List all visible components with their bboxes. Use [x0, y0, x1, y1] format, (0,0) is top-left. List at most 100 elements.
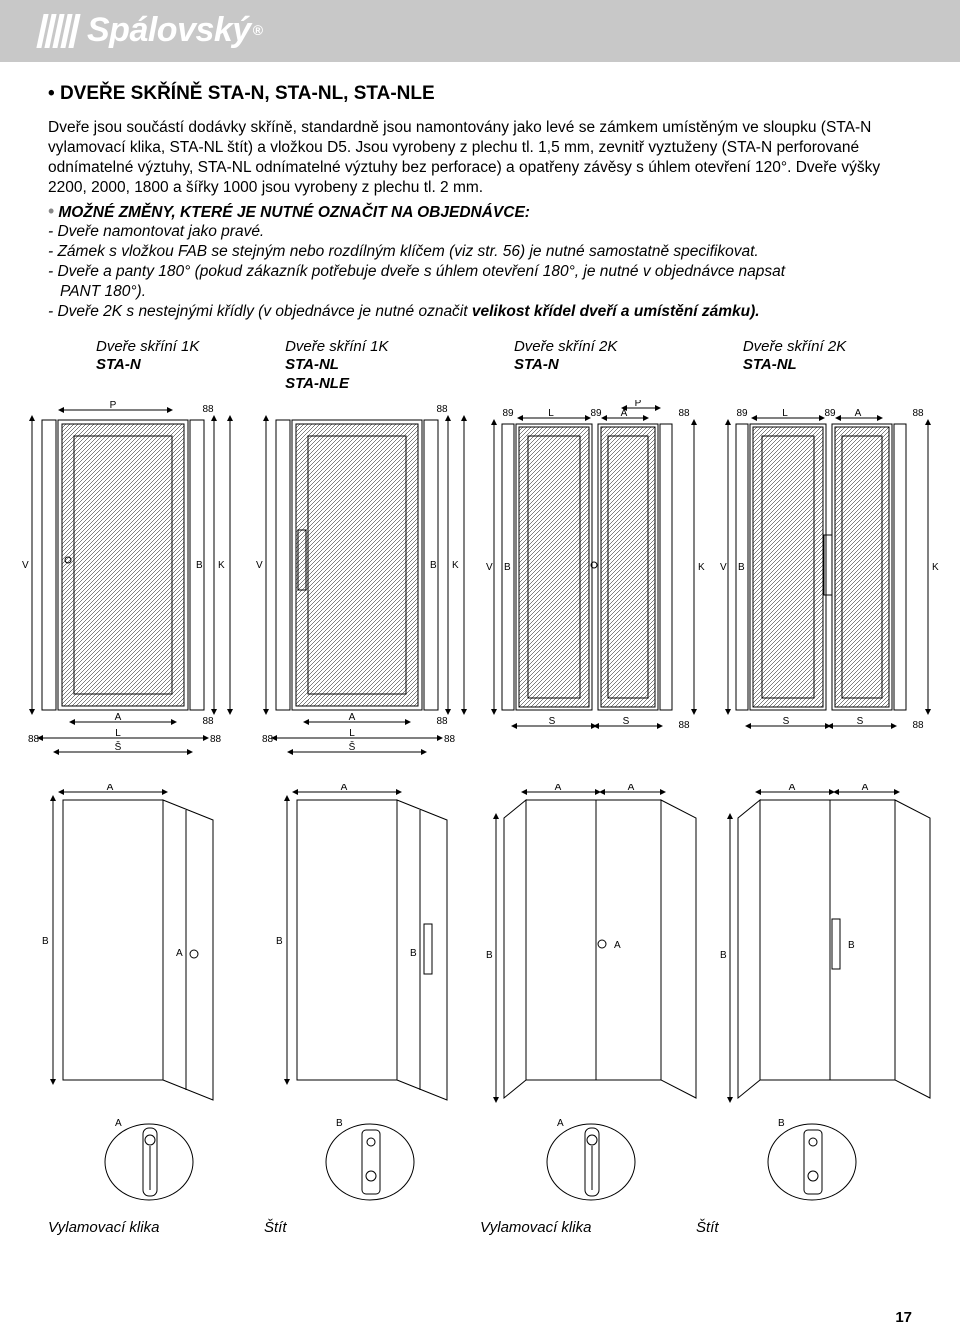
- svg-text:89: 89: [590, 408, 602, 419]
- caption: Vylamovací klika: [48, 1218, 264, 1237]
- svg-text:S: S: [549, 716, 556, 727]
- svg-text:A: A: [862, 784, 869, 793]
- list-item-text: - Dveře 2K s nestejnými křídly (v objedn…: [48, 303, 472, 320]
- diagram-2k-stan: P 89 L 89 A 88 V B K S: [486, 400, 716, 760]
- svg-text:P: P: [110, 400, 117, 411]
- iso-1k-stan: A A B: [18, 784, 248, 1104]
- diagram-2k-stanl: 89 L 89 A 88 V B K S S 88: [720, 400, 950, 760]
- body-content: DVEŘE SKŘÍNĚ STA-N, STA-NL, STA-NLE Dveř…: [0, 62, 960, 394]
- col-model: STA-NL: [743, 356, 797, 373]
- diagram-row-2: A A B A B B A A: [0, 784, 960, 1104]
- svg-text:A: A: [555, 784, 562, 793]
- svg-text:88: 88: [210, 734, 222, 745]
- handle-klika-a2: A: [482, 1112, 699, 1212]
- svg-text:B: B: [42, 936, 49, 947]
- svg-text:S: S: [623, 716, 630, 727]
- col-label: Dveře skříní 1K STA-N: [96, 338, 285, 394]
- svg-text:88: 88: [678, 408, 690, 419]
- svg-text:B: B: [276, 936, 283, 947]
- svg-text:A: A: [789, 784, 796, 793]
- svg-text:88: 88: [912, 408, 924, 419]
- svg-text:A: A: [557, 1118, 564, 1129]
- svg-text:V: V: [256, 560, 263, 571]
- svg-text:B: B: [848, 940, 855, 951]
- subhead-bullet-icon: •: [48, 202, 54, 220]
- svg-text:88: 88: [678, 720, 690, 731]
- col-title: Dveře skříní 1K: [96, 338, 199, 355]
- svg-text:K: K: [698, 562, 705, 573]
- col-label: Dveře skříní 2K STA-N: [514, 338, 743, 394]
- col-model: STA-NL: [285, 356, 339, 373]
- svg-text:A: A: [176, 948, 183, 959]
- subheading: MOŽNÉ ZMĚNY, KTERÉ JE NUTNÉ OZNAČIT NA O…: [58, 203, 530, 223]
- svg-text:S: S: [857, 716, 864, 727]
- list-item: - Dveře namontovat jako pravé.: [48, 222, 912, 242]
- svg-text:A: A: [115, 712, 122, 723]
- column-labels: Dveře skříní 1K STA-N Dveře skříní 1K ST…: [96, 338, 912, 394]
- svg-text:L: L: [782, 408, 788, 419]
- list-item: - Dveře 2K s nestejnými křídly (v objedn…: [48, 302, 912, 322]
- svg-text:A: A: [341, 784, 348, 793]
- diagram-1k-stan: P 88 V B K A 88 88 L 88: [18, 400, 248, 760]
- svg-text:B: B: [430, 560, 437, 571]
- iso-1k-stanl: A B B: [252, 784, 482, 1104]
- col-model: STA-N: [96, 356, 141, 373]
- svg-text:V: V: [22, 560, 29, 571]
- svg-text:88: 88: [444, 734, 456, 745]
- svg-text:88: 88: [202, 404, 214, 415]
- svg-text:88: 88: [28, 734, 40, 745]
- svg-text:B: B: [720, 950, 727, 961]
- handle-stit-b: B: [261, 1112, 478, 1212]
- col-label: Dveře skříní 1K STA-NL STA-NLE: [285, 338, 514, 394]
- svg-text:P: P: [635, 400, 642, 409]
- svg-text:V: V: [486, 562, 493, 573]
- caption: Štít: [696, 1218, 912, 1237]
- logo: Spálovský ®: [40, 9, 263, 53]
- bottom-labels: Vylamovací klika Štít Vylamovací klika Š…: [0, 1218, 960, 1237]
- handle-stit-b2: B: [703, 1112, 920, 1212]
- svg-text:B: B: [486, 950, 493, 961]
- svg-text:L: L: [115, 728, 121, 739]
- svg-text:A: A: [621, 408, 628, 419]
- diagram-1k-stanl: 88 V B K A 88 88 L 88 Š: [252, 400, 482, 760]
- svg-text:88: 88: [912, 720, 924, 731]
- iso-2k-stanl: A A B B: [720, 784, 950, 1104]
- col-title: Dveře skříní 2K: [743, 338, 846, 355]
- svg-text:A: A: [115, 1118, 122, 1129]
- svg-text:89: 89: [502, 408, 514, 419]
- registered-icon: ®: [253, 22, 263, 40]
- svg-text:88: 88: [436, 716, 448, 727]
- col-label: Dveře skříní 2K STA-NL: [743, 338, 912, 394]
- svg-text:K: K: [218, 560, 225, 571]
- svg-text:A: A: [107, 784, 114, 793]
- svg-text:88: 88: [262, 734, 274, 745]
- intro-paragraph: Dveře jsou součástí dodávky skříně, stan…: [48, 118, 912, 197]
- svg-text:B: B: [738, 562, 745, 573]
- diagram-row-1: P 88 V B K A 88 88 L 88: [0, 400, 960, 760]
- svg-text:88: 88: [436, 404, 448, 415]
- svg-text:88: 88: [202, 716, 214, 727]
- handle-klika-a: A: [40, 1112, 257, 1212]
- svg-text:89: 89: [736, 408, 748, 419]
- svg-text:A: A: [628, 784, 635, 793]
- svg-text:L: L: [349, 728, 355, 739]
- logo-text: Spálovský: [87, 9, 251, 53]
- svg-text:Š: Š: [349, 740, 356, 753]
- page-number: 17: [895, 1308, 912, 1327]
- svg-text:A: A: [614, 940, 621, 951]
- svg-text:89: 89: [824, 408, 836, 419]
- handle-detail-row: A B A B: [0, 1112, 960, 1212]
- col-model: STA-NLE: [285, 375, 349, 392]
- svg-text:B: B: [778, 1118, 785, 1129]
- svg-text:B: B: [196, 560, 203, 571]
- list-item: - Zámek s vložkou FAB se stejným nebo ro…: [48, 242, 912, 262]
- svg-text:A: A: [855, 408, 862, 419]
- subheading-row: • MOŽNÉ ZMĚNY, KTERÉ JE NUTNÉ OZNAČIT NA…: [48, 202, 912, 223]
- list-item-bold: velikost křídel dveří a umístění zámku).: [472, 303, 760, 320]
- svg-text:V: V: [720, 562, 727, 573]
- col-title: Dveře skříní 2K: [514, 338, 617, 355]
- svg-text:K: K: [932, 562, 939, 573]
- svg-text:B: B: [336, 1118, 343, 1129]
- svg-text:A: A: [349, 712, 356, 723]
- list-item: PANT 180°).: [48, 282, 912, 302]
